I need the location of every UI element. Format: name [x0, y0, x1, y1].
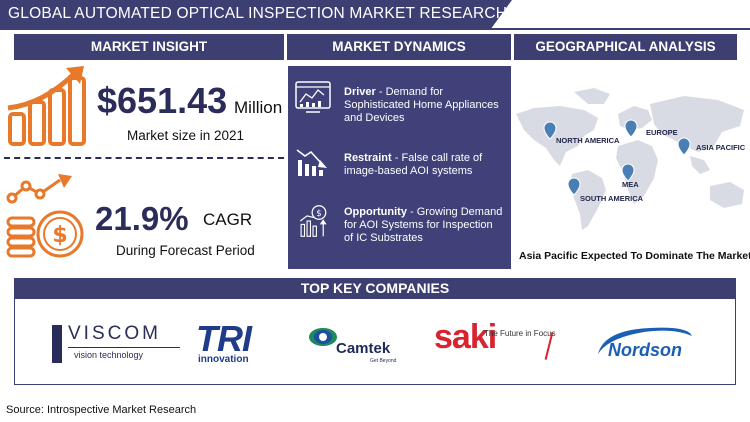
opportunity-label: Opportunity	[344, 206, 407, 218]
opportunity-growth-icon: $	[299, 205, 327, 237]
market-size-caption: Market size in 2021	[127, 128, 245, 143]
market-dynamics-panel: Driver - Demand for Sophisticated Home A…	[288, 66, 511, 269]
driver-label: Driver	[344, 86, 376, 98]
region-europe: EUROPE	[646, 128, 678, 137]
viscom-logo: VISCOM vision technology	[52, 323, 182, 365]
nordson-logo: Nordson	[594, 324, 696, 366]
restraint-label: Restraint	[344, 152, 392, 164]
viscom-tagline: vision technology	[74, 350, 144, 360]
saki-tagline: The Future in Focus	[484, 329, 556, 338]
geography-caption: Asia Pacific Expected To Dominate The Ma…	[519, 250, 750, 262]
driver-description: - Demand for Sophisticated Home Applianc…	[344, 86, 499, 124]
region-mea: MEA	[622, 180, 639, 189]
nordson-swoosh-icon	[598, 327, 692, 354]
camtek-name: Camtek	[336, 340, 391, 357]
svg-text:$: $	[316, 209, 321, 219]
title-rule	[0, 28, 750, 30]
nordson-name: Nordson	[608, 340, 682, 360]
market-size-unit: Million	[234, 98, 283, 117]
tri-name: TRI	[196, 318, 252, 359]
pin-asia-pacific	[677, 137, 691, 156]
saki-name: saki	[434, 318, 497, 356]
source-credit: Source: Introspective Market Research	[6, 404, 197, 416]
declining-chart-icon	[296, 149, 327, 176]
market-insight-heading: MARKET INSIGHT	[14, 34, 284, 60]
pin-europe	[624, 119, 638, 138]
pin-north-america	[543, 121, 557, 140]
pin-mea	[621, 163, 635, 182]
camtek-logo: Camtek Get Beyond	[308, 326, 404, 364]
opportunity-description: - Growing Demand for AOI Systems for Ins…	[344, 206, 503, 244]
top-companies-heading: TOP KEY COMPANIES	[14, 278, 736, 299]
pin-south-america	[567, 177, 581, 196]
svg-text:$: $	[52, 223, 67, 248]
opportunity-text: Opportunity - Growing Demand for AOI Sys…	[344, 206, 504, 245]
market-size-value: $651.43	[97, 80, 228, 121]
restraint-description: - False call rate of image-based AOI sys…	[344, 152, 483, 177]
insight-divider	[4, 157, 284, 159]
viscom-mark	[52, 325, 62, 363]
geographical-analysis-heading: GEOGRAPHICAL ANALYSIS	[514, 34, 737, 60]
world-map	[516, 88, 744, 230]
camtek-eye-icon	[309, 328, 337, 346]
tri-tagline: innovation	[198, 354, 249, 365]
restraint-text: Restraint - False call rate of image-bas…	[344, 152, 504, 178]
viscom-name: VISCOM	[68, 323, 161, 344]
companies-panel	[14, 278, 736, 385]
region-south-america: SOUTH AMERICA	[580, 194, 644, 203]
report-title: GLOBAL AUTOMATED OPTICAL INSPECTION MARK…	[0, 0, 512, 28]
dollar-coins-growth-icon: $	[6, 174, 84, 258]
market-dynamics-heading: MARKET DYNAMICS	[287, 34, 511, 60]
camtek-tagline: Get Beyond	[370, 358, 397, 364]
region-north-america: NORTH AMERICA	[556, 136, 620, 145]
cagr-unit: CAGR	[203, 210, 253, 229]
cagr-caption: During Forecast Period	[116, 243, 255, 258]
growth-bar-chart-icon	[7, 66, 86, 146]
driver-text: Driver - Demand for Sophisticated Home A…	[344, 86, 504, 125]
saki-logo: saki The Future in Focus	[434, 318, 558, 366]
cagr-value: 21.9%	[95, 200, 189, 237]
analytics-dashboard-icon	[295, 81, 331, 113]
region-asia-pacific: ASIA PACIFIC	[696, 143, 746, 152]
tri-logo: TRI innovation	[196, 318, 272, 366]
